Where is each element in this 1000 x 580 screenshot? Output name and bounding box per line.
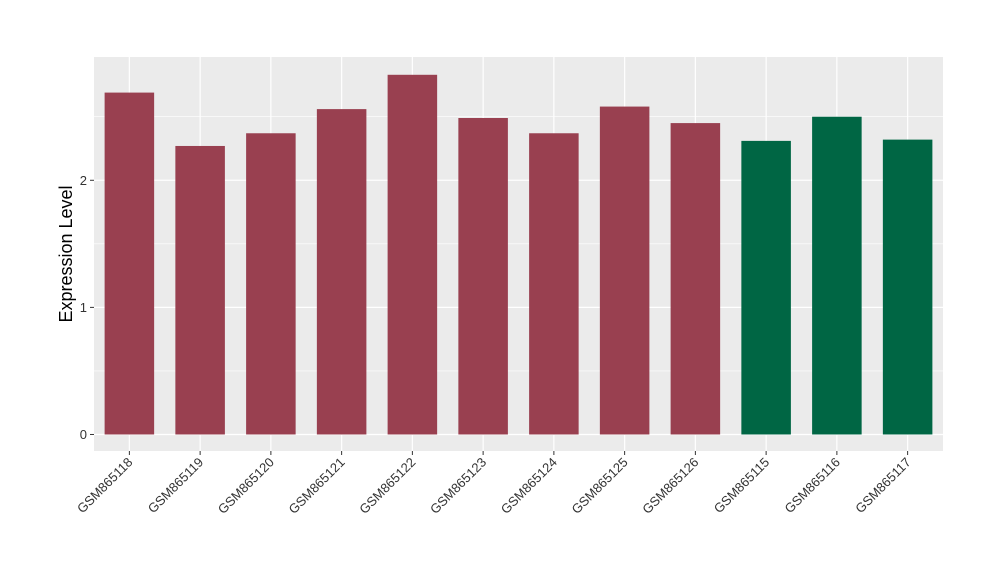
bar-GSM865126 — [670, 123, 721, 435]
y-tick-label: 2 — [80, 173, 87, 188]
bar-GSM865121 — [316, 109, 367, 435]
x-tick-label: GSM865115 — [711, 455, 773, 517]
bar-GSM865115 — [741, 140, 791, 435]
minor-gridlines — [94, 116, 943, 372]
bar-GSM865124 — [529, 133, 579, 435]
bars — [104, 74, 933, 435]
plot-panel — [94, 57, 943, 451]
bar-GSM865119 — [175, 145, 225, 435]
x-tick-label: GSM865122 — [356, 455, 418, 517]
bar-GSM865123 — [458, 118, 508, 435]
bar-GSM865120 — [246, 133, 296, 435]
x-tick-label: GSM865116 — [781, 455, 843, 517]
y-axis-title: Expression Level — [56, 185, 76, 322]
bar-GSM865117 — [882, 139, 933, 435]
y-tick-label: 1 — [80, 300, 87, 315]
x-tick-label: GSM865125 — [569, 455, 631, 517]
bar-GSM865118 — [104, 92, 155, 435]
bar-GSM865125 — [599, 106, 650, 435]
x-tick-label: GSM865124 — [498, 455, 560, 517]
x-tick-label: GSM865120 — [215, 455, 277, 517]
x-tick-label: GSM865118 — [74, 455, 136, 517]
y-axis: 0 1 2 — [80, 173, 94, 442]
x-tick-label: GSM865119 — [145, 455, 207, 517]
bar-GSM865122 — [387, 74, 438, 435]
x-tick-label: GSM865121 — [286, 455, 348, 517]
bar-GSM865116 — [812, 116, 862, 435]
y-tick-label: 0 — [80, 427, 87, 442]
x-tick-label: GSM865123 — [427, 455, 489, 517]
x-axis: GSM865118 GSM865119 GSM865120 GSM865121 GSM8… — [74, 451, 914, 517]
x-tick-label: GSM865126 — [639, 455, 701, 517]
x-tick-label: GSM865117 — [852, 455, 914, 517]
